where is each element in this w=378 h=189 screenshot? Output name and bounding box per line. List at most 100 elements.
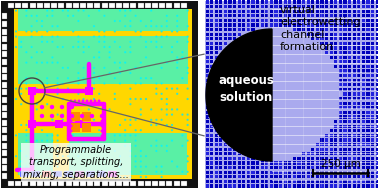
Bar: [334, 14, 338, 17]
Bar: [302, 14, 305, 17]
Bar: [233, 37, 236, 40]
Circle shape: [41, 9, 43, 12]
Circle shape: [176, 88, 178, 90]
Circle shape: [140, 56, 142, 59]
Bar: [116, 181, 122, 186]
Circle shape: [36, 41, 38, 43]
Circle shape: [20, 150, 22, 152]
Circle shape: [46, 134, 48, 136]
Circle shape: [150, 51, 152, 53]
Circle shape: [114, 155, 116, 157]
Circle shape: [145, 88, 147, 90]
Bar: [357, 33, 361, 36]
Bar: [284, 23, 287, 26]
Circle shape: [181, 119, 183, 121]
Circle shape: [31, 166, 33, 168]
Bar: [251, 19, 255, 22]
Bar: [265, 5, 268, 8]
Bar: [348, 125, 351, 128]
Bar: [279, 184, 282, 187]
Circle shape: [77, 67, 79, 69]
Bar: [321, 143, 324, 146]
Circle shape: [129, 166, 132, 168]
Circle shape: [186, 61, 189, 64]
Circle shape: [56, 77, 59, 79]
Circle shape: [36, 15, 38, 17]
Bar: [210, 60, 213, 63]
Bar: [325, 51, 328, 54]
Circle shape: [176, 114, 178, 116]
Circle shape: [56, 103, 59, 105]
Bar: [307, 5, 310, 8]
Bar: [270, 14, 273, 17]
Circle shape: [161, 46, 163, 48]
Bar: [362, 5, 365, 8]
Circle shape: [186, 129, 189, 131]
Bar: [284, 175, 287, 178]
Circle shape: [181, 98, 183, 100]
Circle shape: [135, 88, 137, 90]
Bar: [166, 3, 172, 8]
Circle shape: [119, 46, 121, 48]
Circle shape: [31, 129, 33, 131]
Circle shape: [161, 98, 163, 100]
Circle shape: [31, 145, 33, 147]
Circle shape: [161, 134, 163, 136]
Circle shape: [85, 138, 88, 140]
Bar: [344, 37, 347, 40]
Bar: [284, 0, 287, 4]
Circle shape: [15, 155, 17, 157]
Bar: [357, 125, 361, 128]
Bar: [367, 83, 370, 86]
Circle shape: [124, 139, 126, 142]
Circle shape: [88, 15, 90, 17]
Bar: [206, 42, 209, 45]
Circle shape: [82, 93, 85, 95]
Bar: [261, 19, 264, 22]
Circle shape: [82, 82, 85, 84]
Bar: [376, 152, 378, 155]
Bar: [325, 42, 328, 45]
Bar: [238, 14, 241, 17]
Bar: [219, 14, 223, 17]
Circle shape: [98, 41, 100, 43]
Circle shape: [155, 108, 158, 111]
Circle shape: [56, 46, 59, 48]
Circle shape: [124, 77, 126, 79]
Circle shape: [108, 119, 111, 121]
Circle shape: [15, 93, 17, 95]
Circle shape: [171, 103, 173, 105]
Circle shape: [36, 166, 38, 168]
Circle shape: [119, 155, 121, 157]
Bar: [228, 175, 232, 178]
Circle shape: [140, 166, 142, 168]
Bar: [339, 46, 342, 50]
Circle shape: [15, 41, 17, 43]
Bar: [334, 175, 338, 178]
Circle shape: [51, 124, 54, 126]
Circle shape: [82, 103, 85, 105]
Bar: [238, 170, 241, 174]
Circle shape: [181, 67, 183, 69]
Circle shape: [20, 160, 22, 163]
Circle shape: [161, 160, 163, 163]
Bar: [224, 28, 227, 31]
Circle shape: [93, 171, 95, 173]
Bar: [353, 60, 356, 63]
Circle shape: [150, 108, 152, 111]
Circle shape: [15, 46, 17, 48]
Bar: [82, 123, 91, 132]
Bar: [279, 170, 282, 174]
Circle shape: [51, 139, 54, 142]
Circle shape: [103, 160, 105, 163]
Circle shape: [62, 61, 64, 64]
Circle shape: [129, 25, 132, 27]
Bar: [334, 120, 338, 123]
Circle shape: [62, 155, 64, 157]
Circle shape: [36, 77, 38, 79]
Circle shape: [155, 15, 158, 17]
Bar: [353, 74, 356, 77]
Circle shape: [155, 72, 158, 74]
Bar: [224, 157, 227, 160]
Circle shape: [176, 20, 178, 22]
